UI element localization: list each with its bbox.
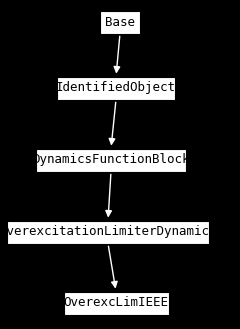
FancyBboxPatch shape <box>36 148 186 171</box>
Text: IdentifiedObject: IdentifiedObject <box>56 82 176 94</box>
FancyBboxPatch shape <box>64 291 168 315</box>
FancyBboxPatch shape <box>57 77 175 99</box>
Text: OverexcitationLimiterDynamics: OverexcitationLimiterDynamics <box>0 225 217 239</box>
Text: OverexcLimIEEE: OverexcLimIEEE <box>64 296 168 310</box>
FancyBboxPatch shape <box>100 11 140 34</box>
Text: DynamicsFunctionBlock: DynamicsFunctionBlock <box>32 154 190 166</box>
Text: Base: Base <box>105 15 135 29</box>
FancyBboxPatch shape <box>7 220 209 243</box>
